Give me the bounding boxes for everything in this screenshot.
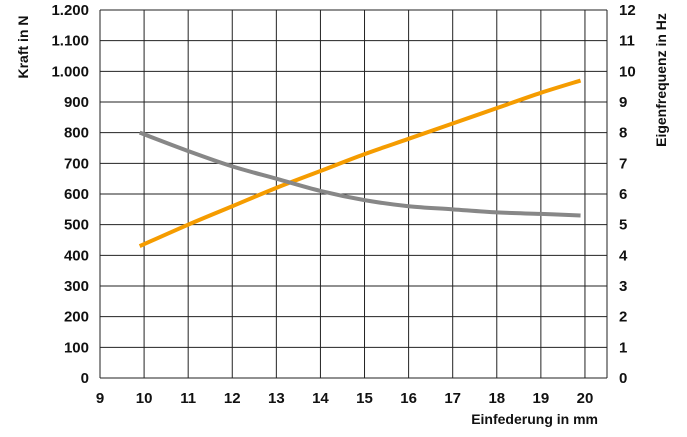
- x-tick-13: 13: [268, 390, 285, 407]
- x-tick-11: 11: [180, 390, 196, 407]
- y-right-tick-11: 11: [619, 33, 635, 50]
- y-right-tick-12: 12: [619, 2, 636, 19]
- y-right-axis-label: Eigenfrequenz in Hz: [653, 13, 669, 147]
- series-layer: [138, 78, 582, 248]
- x-tick-labels: 9 10 11 12 13 14 15 16 17 18 19 20: [96, 390, 593, 407]
- x-tick-10: 10: [136, 390, 153, 407]
- y-left-tick-500: 500: [64, 217, 89, 234]
- y-right-tick-8: 8: [619, 125, 627, 142]
- y-right-tick-10: 10: [619, 63, 636, 80]
- x-axis-label: Einfederung in mm: [471, 411, 598, 427]
- y-left-tick-200: 200: [64, 309, 89, 326]
- x-tick-18: 18: [488, 390, 505, 407]
- y-right-tick-7: 7: [619, 155, 627, 172]
- y-left-tick-800: 800: [64, 125, 89, 142]
- y-left-tick-1.000: 1.000: [51, 63, 89, 80]
- y-left-tick-900: 900: [64, 94, 89, 111]
- series-line-1: [138, 78, 582, 248]
- x-tick-16: 16: [400, 390, 417, 407]
- x-tick-17: 17: [444, 390, 461, 407]
- y-right-tick-4: 4: [619, 247, 628, 264]
- y-left-tick-300: 300: [64, 278, 89, 295]
- series-line-2: [138, 130, 581, 218]
- y-left-tick-400: 400: [64, 247, 89, 264]
- x-tick-20: 20: [577, 390, 594, 407]
- y-right-tick-9: 9: [619, 94, 627, 111]
- y-left-axis-label: Kraft in N: [15, 16, 31, 79]
- y-right-tick-6: 6: [619, 186, 627, 203]
- y-right-tick-0: 0: [619, 370, 627, 387]
- x-tick-19: 19: [533, 390, 550, 407]
- y-right-tick-5: 5: [619, 217, 627, 234]
- x-tick-14: 14: [312, 390, 329, 407]
- y-left-tick-1.100: 1.100: [51, 33, 89, 50]
- y-left-tick-0: 0: [81, 370, 89, 387]
- x-tick-9: 9: [96, 390, 104, 407]
- y-left-tick-100: 100: [64, 339, 89, 356]
- y-right-tick-1: 1: [619, 339, 627, 356]
- y-left-tick-1.200: 1.200: [51, 2, 89, 19]
- y-left-tick-700: 700: [64, 155, 89, 172]
- y-right-tick-2: 2: [619, 309, 627, 326]
- x-tick-12: 12: [224, 390, 241, 407]
- y-left-tick-600: 600: [64, 186, 89, 203]
- grid: [99, 9, 608, 379]
- y-left-tick-labels: 0 100 200 300 400 500 600 700 800 900 1.000 1.100 1.…: [51, 2, 89, 387]
- x-tick-15: 15: [356, 390, 373, 407]
- y-right-tick-3: 3: [619, 278, 627, 295]
